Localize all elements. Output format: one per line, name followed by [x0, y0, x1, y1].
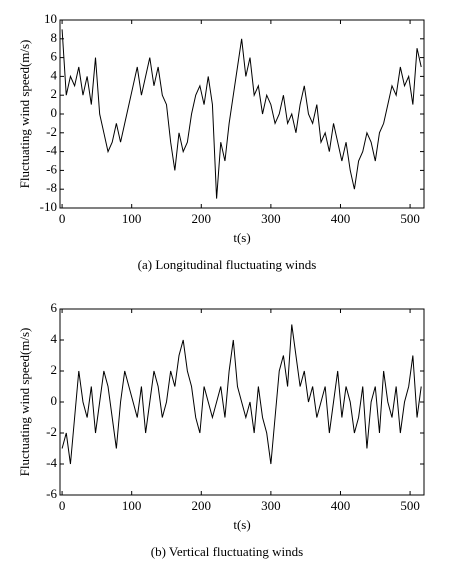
- x-tick-label: 400: [331, 211, 351, 226]
- x-tick-label: 200: [192, 498, 212, 513]
- data-line: [61, 29, 422, 199]
- x-axis-label: t(s): [233, 517, 250, 532]
- x-axis-label: t(s): [233, 230, 250, 245]
- y-tick-label: 0: [51, 393, 58, 408]
- data-line: [61, 324, 422, 465]
- y-tick-label: 6: [51, 300, 58, 315]
- caption: (b) Vertical fluctuating winds: [151, 544, 303, 559]
- y-tick-label: 6: [51, 49, 58, 64]
- x-tick-label: 0: [59, 498, 66, 513]
- y-tick-label: -8: [46, 180, 57, 195]
- caption: (a) Longitudinal fluctuating winds: [138, 257, 317, 272]
- y-tick-label: -4: [46, 455, 57, 470]
- y-tick-label: 8: [51, 30, 58, 45]
- x-tick-label: 100: [122, 498, 142, 513]
- y-tick-label: -2: [46, 124, 57, 139]
- x-tick-label: 300: [261, 498, 281, 513]
- y-tick-label: 4: [51, 331, 58, 346]
- y-tick-label: 2: [51, 86, 58, 101]
- y-tick-label: 0: [51, 105, 58, 120]
- y-tick-label: -6: [46, 161, 57, 176]
- y-tick-label: 10: [44, 11, 57, 26]
- x-tick-label: 200: [192, 211, 212, 226]
- y-axis-label: Fluctuating wind speed(m/s): [17, 328, 32, 477]
- y-tick-label: -2: [46, 424, 57, 439]
- x-tick-label: 300: [261, 211, 281, 226]
- x-tick-label: 500: [400, 211, 420, 226]
- x-tick-label: 0: [59, 211, 66, 226]
- y-axis-label: Fluctuating wind speed(m/s): [17, 40, 32, 189]
- x-tick-label: 100: [122, 211, 142, 226]
- x-tick-label: 500: [400, 498, 420, 513]
- y-tick-label: -10: [40, 199, 57, 214]
- y-tick-label: -4: [46, 143, 57, 158]
- y-tick-label: -6: [46, 486, 57, 501]
- y-tick-label: 2: [51, 362, 58, 377]
- y-tick-label: 4: [51, 67, 58, 82]
- x-tick-label: 400: [331, 498, 351, 513]
- plot-frame: [59, 19, 425, 209]
